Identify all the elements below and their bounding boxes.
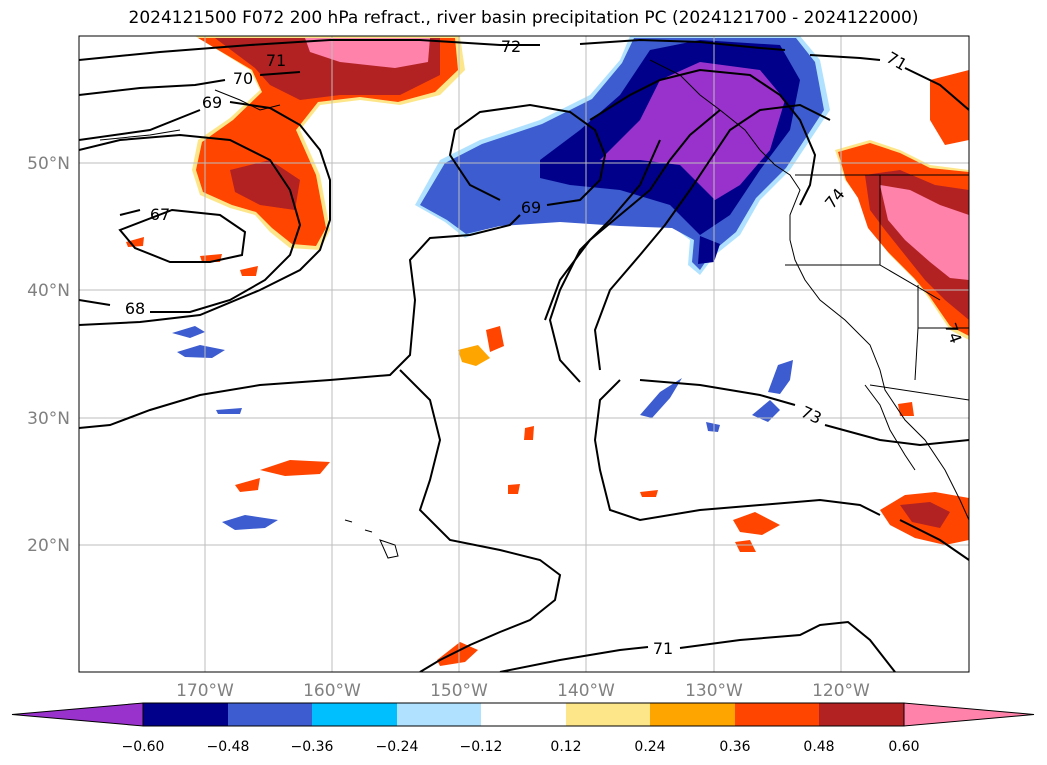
colorbar-tick-label: 0.12 <box>550 739 581 755</box>
colorbar: −0.60 −0.48 −0.36 −0.24 −0.12 0.12 0.24 … <box>11 702 1035 755</box>
colorbar-tick-labels: −0.60 −0.48 −0.36 −0.24 −0.12 0.12 0.24 … <box>122 739 920 755</box>
colorbar-cell <box>735 703 819 726</box>
colorbar-cell <box>481 703 566 726</box>
colorbar-tick-label: 0.36 <box>719 739 750 755</box>
chart-title: 2024121500 F072 200 hPa refract., river … <box>128 8 919 28</box>
lon-label: 140°W <box>557 681 615 701</box>
lon-axis-labels: 170°W 160°W 150°W 140°W 130°W 120°W <box>176 681 870 701</box>
colorbar-cells <box>11 702 1035 727</box>
contour-label: 67 <box>150 205 170 224</box>
gridlines <box>79 36 969 672</box>
shading-alaska-positive <box>192 36 465 250</box>
contour-label: 68 <box>125 299 145 318</box>
contour-label: 69 <box>202 93 222 112</box>
colorbar-frame <box>142 702 905 727</box>
contour-label: 71 <box>653 639 673 658</box>
colorbar-tick-label: 0.48 <box>803 739 834 755</box>
map-plot-area: 72 71 70 69 67 68 69 71 73 74 74 71 <box>79 36 969 672</box>
colorbar-tick-label: −0.36 <box>291 739 334 755</box>
colorbar-extend-max <box>903 702 1035 727</box>
colorbar-cell <box>312 703 397 726</box>
colorbar-cell <box>397 703 481 726</box>
colorbar-extend-min <box>11 702 144 727</box>
colorbar-tick-label: −0.60 <box>122 739 165 755</box>
colorbar-cell <box>228 703 312 726</box>
lat-label: 50°N <box>27 154 70 174</box>
colorbar-cell <box>566 703 650 726</box>
contour-label: 71 <box>266 51 286 70</box>
lon-label: 170°W <box>176 681 234 701</box>
colorbar-cell <box>650 703 735 726</box>
contour-label: 69 <box>521 198 541 217</box>
colorbar-tick-label: −0.24 <box>376 739 419 755</box>
colorbar-tick-label: 0.60 <box>888 739 919 755</box>
refractivity-contours <box>79 38 969 672</box>
contour-label: 72 <box>501 37 521 56</box>
colorbar-tick-label: 0.24 <box>634 739 665 755</box>
contour-label: 70 <box>233 69 253 88</box>
lon-label: 150°W <box>430 681 488 701</box>
colorbar-cell <box>819 703 904 726</box>
shading-mexico-positive <box>880 402 969 545</box>
lon-label: 120°W <box>812 681 870 701</box>
lat-label: 20°N <box>27 536 70 556</box>
colorbar-tick-label: −0.48 <box>207 739 250 755</box>
shading-west-us-positive <box>835 70 969 340</box>
lon-label: 160°W <box>303 681 361 701</box>
colorbar-tick-label: −0.12 <box>460 739 503 755</box>
map-frame <box>78 35 970 673</box>
lat-label: 40°N <box>27 281 70 301</box>
shading-scattered-patches <box>126 237 793 666</box>
coastlines <box>99 59 969 559</box>
lat-label: 30°N <box>27 409 70 429</box>
lat-axis-labels: 50°N 40°N 30°N 20°N <box>27 154 70 556</box>
lon-label: 130°W <box>685 681 743 701</box>
colorbar-cell <box>143 703 228 726</box>
